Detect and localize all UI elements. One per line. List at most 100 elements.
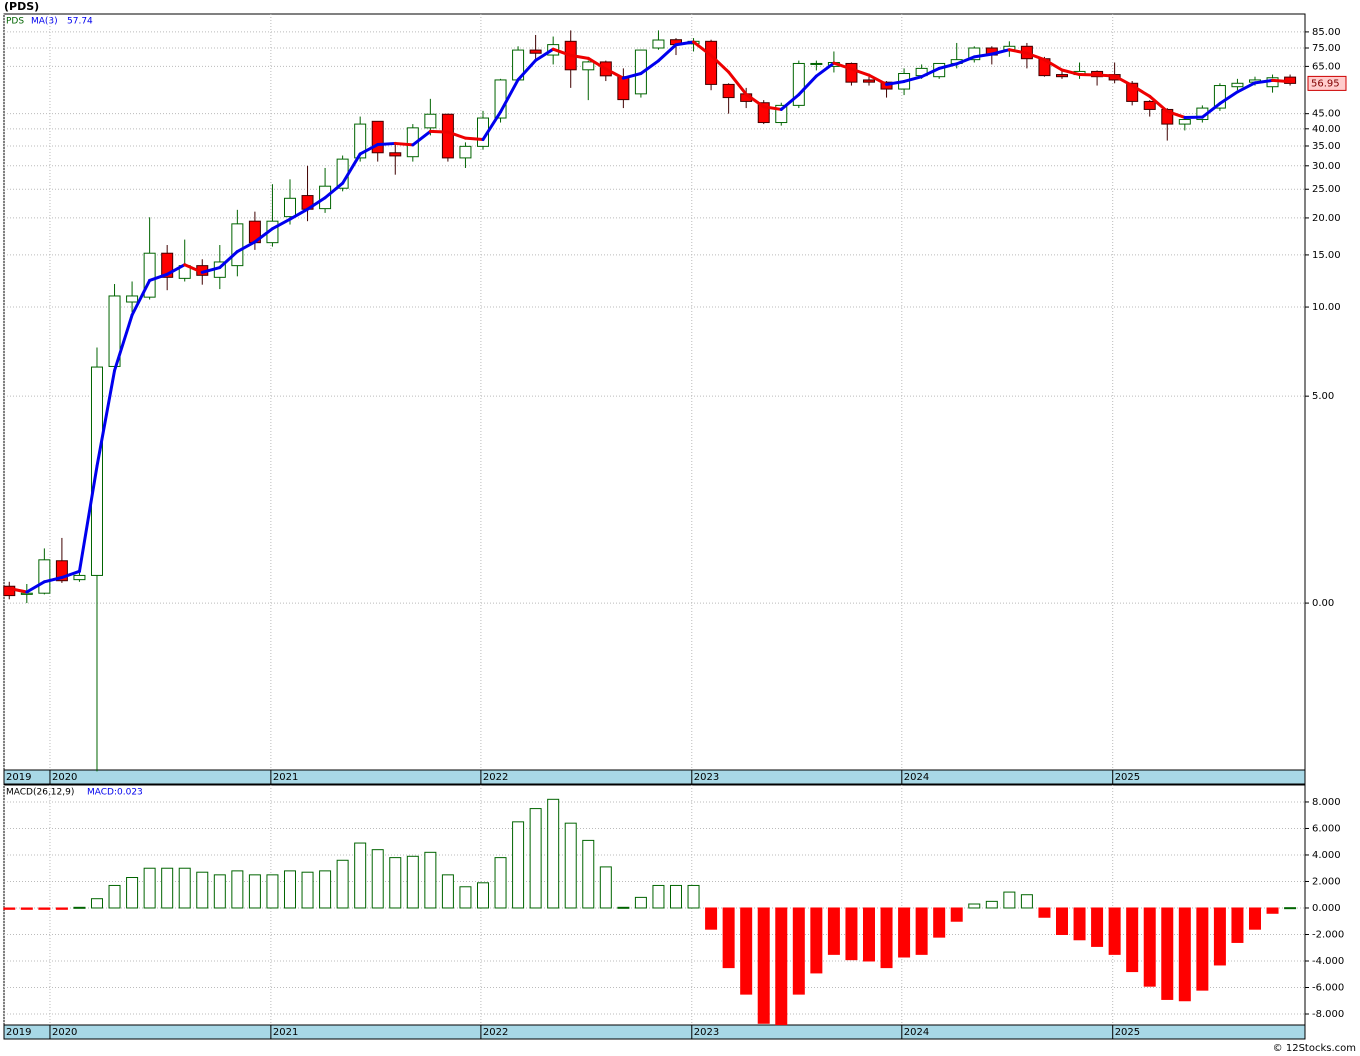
macd-bar bbox=[1248, 907, 1261, 930]
macd-bar bbox=[634, 896, 647, 909]
y-tick-label: 15.00 bbox=[1312, 250, 1341, 261]
ma-segment bbox=[709, 53, 731, 74]
macd-bar bbox=[354, 842, 367, 909]
macd-bar bbox=[73, 906, 86, 909]
y-tick-label: 2.000 bbox=[1312, 876, 1341, 887]
x-tick-label: 2021 bbox=[273, 1027, 298, 1038]
candle-body bbox=[1143, 100, 1156, 110]
y-tick-label: 6.000 bbox=[1312, 823, 1341, 834]
x-tick-label: 2020 bbox=[52, 772, 77, 783]
ma-segment bbox=[779, 93, 801, 111]
ma-segment bbox=[288, 207, 310, 221]
macd-bar bbox=[476, 882, 489, 909]
ma-segment bbox=[42, 576, 64, 584]
x-tick-label: 2021 bbox=[273, 772, 298, 783]
candle-body bbox=[38, 559, 51, 594]
ma-segment bbox=[428, 129, 450, 134]
ma-segment bbox=[200, 266, 222, 274]
candle-body bbox=[1231, 82, 1244, 88]
x-tick-label: 2019 bbox=[6, 772, 31, 783]
candle-body bbox=[705, 40, 718, 85]
ma-segment bbox=[656, 43, 678, 63]
macd-bar bbox=[599, 866, 612, 909]
ma-segment bbox=[499, 78, 520, 114]
macd-bar bbox=[55, 907, 68, 910]
macd-bar bbox=[424, 851, 437, 909]
macd-bar bbox=[827, 907, 840, 955]
macd-bar bbox=[90, 898, 103, 909]
ma-segment bbox=[270, 217, 292, 231]
candle-body bbox=[845, 62, 858, 83]
macd-bar bbox=[722, 907, 735, 969]
macd-bar bbox=[757, 907, 770, 1024]
ma-segment bbox=[306, 196, 327, 211]
macd-bar bbox=[898, 907, 911, 958]
ma-segment bbox=[586, 56, 608, 71]
ma-segment bbox=[604, 67, 625, 80]
legend-entry: MA(3) bbox=[31, 17, 58, 27]
ma-segment bbox=[341, 152, 362, 185]
macd-bar bbox=[1196, 907, 1209, 991]
legend-entry: PDS bbox=[6, 17, 24, 27]
candle-body bbox=[424, 113, 437, 129]
ma-segment bbox=[885, 79, 906, 86]
ma-segment bbox=[1007, 48, 1029, 55]
candle-body bbox=[126, 295, 139, 303]
macd-bar bbox=[336, 859, 349, 909]
ma-segment bbox=[218, 250, 239, 270]
macd-bar bbox=[617, 906, 630, 909]
x-tick-label: 2025 bbox=[1115, 772, 1140, 783]
ma-segment bbox=[955, 55, 976, 66]
y-tick-label: 20.00 bbox=[1312, 213, 1341, 224]
ma-segment bbox=[1218, 90, 1239, 106]
ma-segment bbox=[393, 141, 415, 147]
x-tick-label: 2023 bbox=[694, 1027, 719, 1038]
candle-body bbox=[1178, 119, 1191, 125]
macd-bar bbox=[406, 855, 419, 909]
last-price-label: 56.95 bbox=[1311, 78, 1340, 89]
candle-body bbox=[283, 197, 296, 218]
y-tick-label: 85.00 bbox=[1312, 27, 1341, 38]
y-tick-label: 0.00 bbox=[1312, 598, 1334, 609]
macd-bar bbox=[213, 874, 226, 909]
macd-bar bbox=[933, 907, 946, 938]
ma-segment bbox=[920, 66, 941, 79]
macd-bar bbox=[564, 822, 577, 909]
macd-bar bbox=[231, 870, 244, 909]
price-panel bbox=[3, 13, 1306, 771]
y-tick-label: -2.000 bbox=[1312, 929, 1344, 940]
y-tick-label: 75.00 bbox=[1312, 43, 1341, 54]
ma-segment bbox=[1165, 109, 1187, 119]
macd-bar bbox=[389, 857, 402, 909]
candle-body bbox=[792, 62, 805, 106]
candle-body bbox=[371, 120, 384, 154]
macd-bar bbox=[143, 867, 156, 909]
macd-bar bbox=[1073, 907, 1086, 941]
candle-body bbox=[354, 123, 367, 159]
ma-segment bbox=[253, 227, 274, 244]
candle-body bbox=[143, 252, 156, 298]
ma-segment bbox=[1235, 81, 1257, 94]
ma-segment bbox=[183, 263, 204, 274]
macd-bar bbox=[687, 884, 700, 909]
macd-bar bbox=[652, 884, 665, 909]
y-tick-label: -6.000 bbox=[1312, 982, 1344, 993]
chart-title: (PDS) bbox=[4, 0, 39, 13]
macd-bar bbox=[740, 907, 753, 995]
y-tick-label: 0.000 bbox=[1312, 903, 1341, 914]
ma-segment bbox=[1130, 84, 1152, 98]
ma-segment bbox=[95, 369, 117, 468]
ma-segment bbox=[376, 141, 397, 147]
y-tick-label: -4.000 bbox=[1312, 956, 1344, 967]
ma-segment bbox=[60, 569, 81, 580]
y-tick-label: 4.000 bbox=[1312, 850, 1341, 861]
ma-segment bbox=[639, 59, 660, 76]
ma-segment bbox=[358, 143, 380, 156]
ma-segment bbox=[797, 74, 818, 97]
y-tick-label: 30.00 bbox=[1312, 161, 1341, 172]
candle-body bbox=[757, 102, 770, 124]
macd-bar bbox=[547, 798, 560, 909]
macd-bar bbox=[1266, 907, 1279, 914]
ma-segment bbox=[7, 587, 29, 594]
